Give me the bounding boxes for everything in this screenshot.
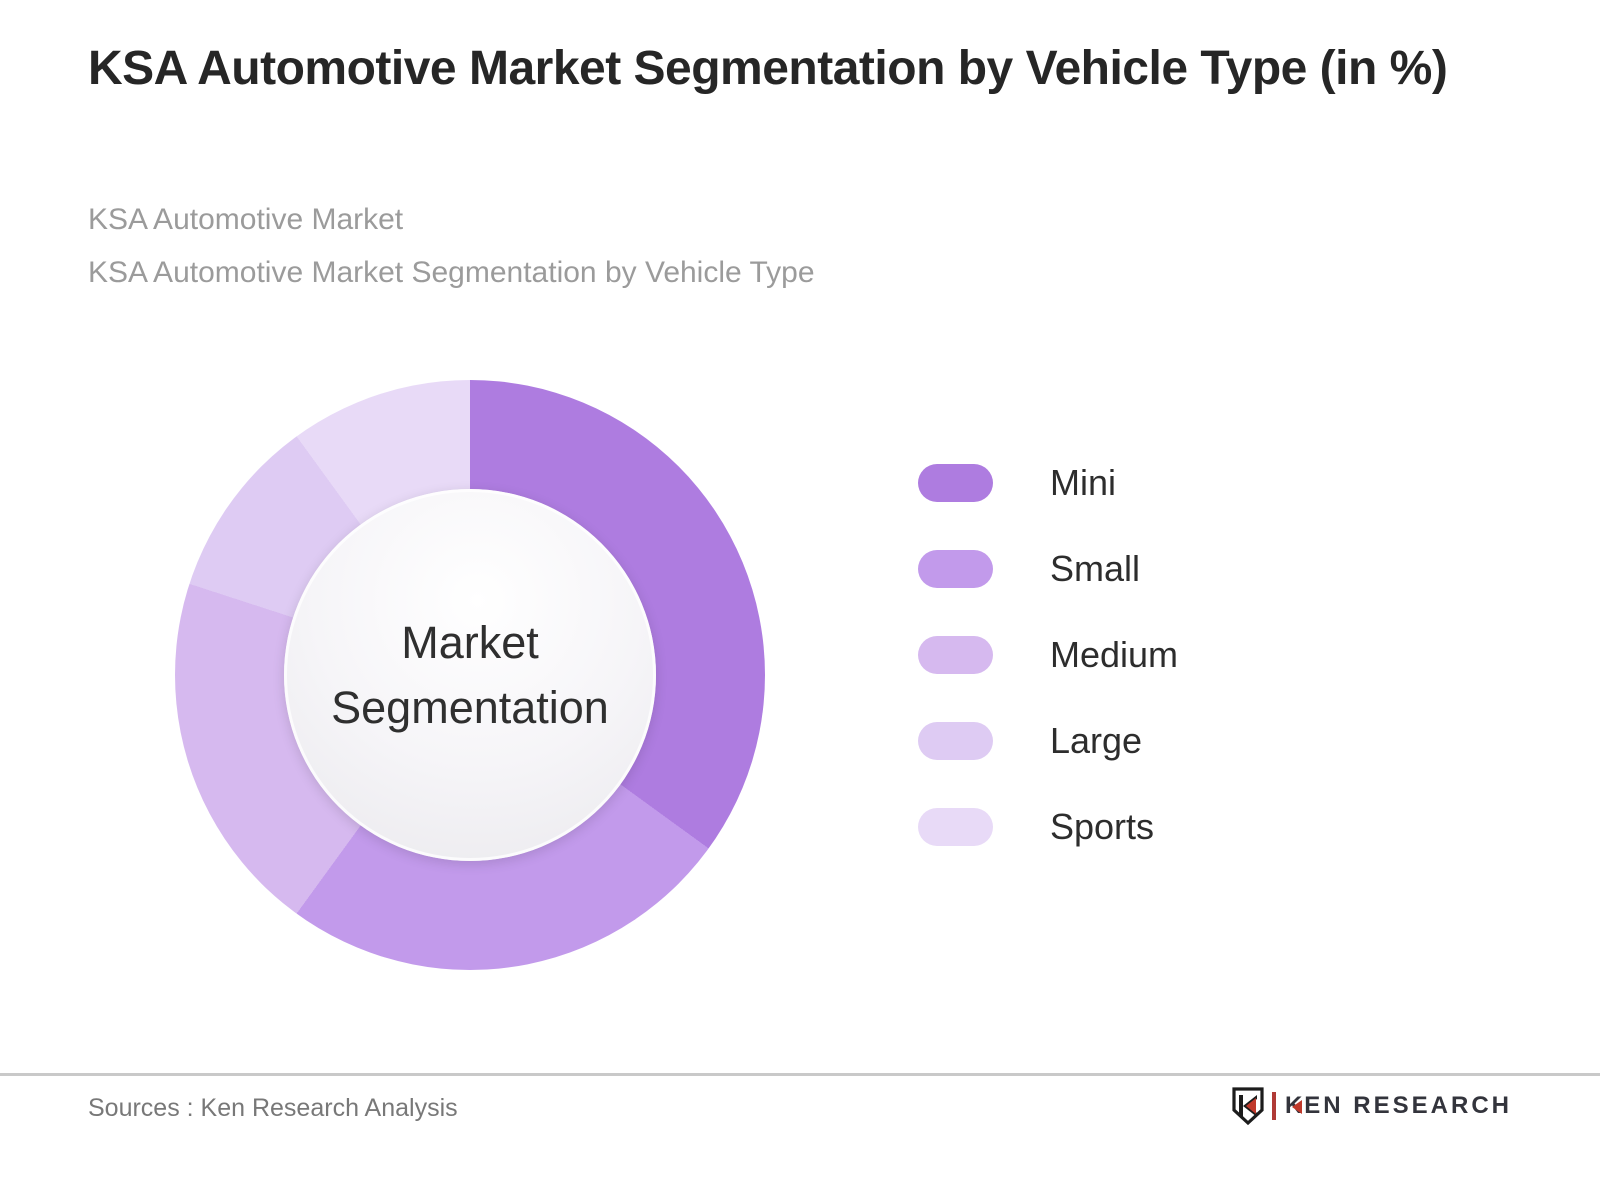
chart-header: KSA Automotive Market Segmentation by Ve… [88,30,1548,108]
donut-center: Market Segmentation [284,489,656,861]
legend-item-mini: Mini [918,462,1178,503]
chart-subtitle-segmentation: KSA Automotive Market Segmentation by Ve… [88,256,815,289]
legend-item-large: Large [918,720,1178,761]
logo-wordmark: KEN RESEARCH [1284,1092,1512,1119]
donut-center-label: Market Segmentation [331,617,609,733]
footer-divider [0,1073,1600,1076]
legend-label-sports: Sports [1050,806,1155,847]
donut-chart: Market Segmentation [175,380,765,970]
legend-label-large: Large [1050,720,1143,761]
logo-divider-bar [1271,1092,1276,1120]
legend-swatch-small [918,550,993,588]
legend-item-small: Small [918,548,1178,589]
legend-swatch-sports [918,808,993,846]
legend-item-sports: Sports [918,806,1178,847]
legend-item-medium: Medium [918,634,1179,675]
ken-research-logo: KEN RESEARCH [1231,1086,1512,1126]
chart-subtitles: KSA Automotive Market KSA Automotive Mar… [88,193,1488,299]
shield-k-icon [1232,1087,1264,1126]
chart-title: KSA Automotive Market Segmentation by Ve… [88,42,1448,95]
legend-label-small: Small [1050,548,1141,589]
legend-swatch-mini [918,464,993,502]
legend: Mini Small Medium Large Sports [918,462,1179,894]
legend-label-medium: Medium [1050,634,1179,675]
legend-swatch-large [918,722,993,760]
donut-ring: Market Segmentation [175,380,765,970]
chart-subtitle-market: KSA Automotive Market [88,203,404,236]
legend-swatch-medium [918,636,993,674]
legend-label-mini: Mini [1050,462,1117,503]
red-arrow-icon [1292,1100,1303,1114]
sources-note: Sources : Ken Research Analysis [88,1094,458,1122]
